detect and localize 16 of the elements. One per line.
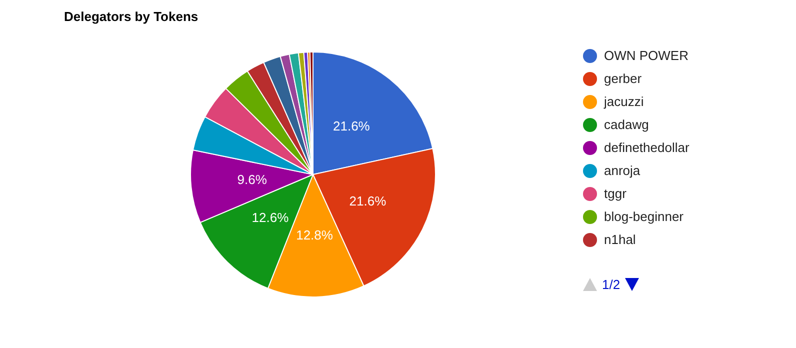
data-label: 9.6% — [237, 172, 268, 188]
legend-label: n1hal — [604, 232, 636, 247]
chart-title: Delegators by Tokens — [64, 9, 198, 24]
data-label: 21.6% — [333, 118, 370, 134]
data-label: 12.8% — [296, 227, 334, 242]
legend-label: gerber — [604, 71, 642, 86]
data-label: 21.6% — [349, 194, 387, 209]
legend-label: OWN POWER — [604, 48, 688, 63]
text: 1/2 — [602, 277, 620, 292]
legend-label: tggr — [604, 186, 626, 201]
legend-label: anroja — [604, 163, 640, 178]
legend-label: definethedollar — [604, 140, 690, 155]
data-label: 12.6% — [252, 210, 290, 225]
legend-label: blog-beginner — [604, 209, 684, 224]
legend-label: cadawg — [604, 117, 649, 132]
legend-label: jacuzzi — [604, 94, 644, 109]
